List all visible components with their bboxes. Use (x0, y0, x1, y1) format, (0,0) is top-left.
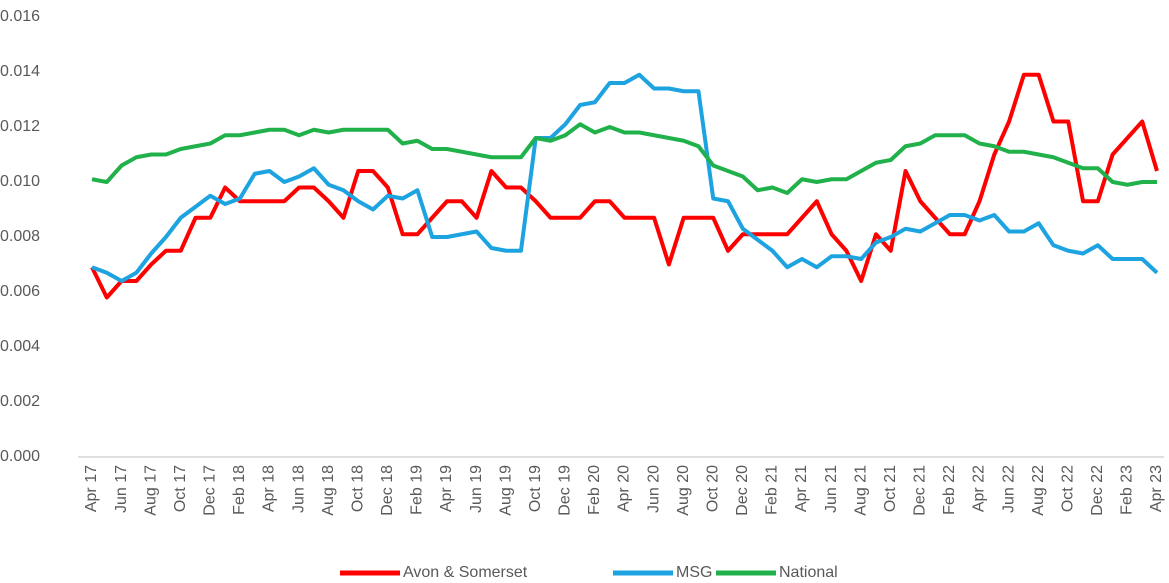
x-tick-label: Aug 22 (1030, 465, 1047, 516)
x-tick-label: Feb 20 (586, 465, 603, 515)
x-tick-label: Feb 19 (409, 465, 426, 515)
x-tick-label: Oct 19 (527, 465, 544, 512)
x-tick-label: Dec 20 (734, 465, 751, 516)
x-tick-label: Apr 17 (83, 465, 100, 512)
y-tick-label: 0.000 (0, 448, 40, 465)
series-line (91, 122, 1157, 195)
x-tick-label: Feb 21 (764, 465, 781, 515)
x-tick-label: Dec 21 (912, 465, 929, 516)
x-tick-label: Dec 22 (1089, 465, 1106, 516)
y-tick-label: 0.006 (0, 283, 40, 300)
x-tick-label: Aug 19 (497, 465, 514, 516)
x-tick-label: Oct 20 (704, 465, 721, 512)
y-tick-label: 0.010 (0, 173, 40, 190)
x-tick-label: Dec 19 (557, 465, 574, 516)
y-tick-label: 0.004 (0, 338, 40, 355)
x-tick-label: Apr 19 (438, 465, 455, 512)
x-tick-label: Jun 17 (113, 465, 130, 513)
series-line (90, 72, 1159, 300)
x-tick-label: Aug 17 (142, 465, 159, 516)
x-tick-label: Apr 21 (793, 465, 810, 512)
x-tick-label: Jun 21 (823, 465, 840, 513)
x-tick-label: Dec 17 (202, 465, 219, 516)
legend-label: Avon & Somerset (403, 564, 528, 581)
x-tick-label: Jun 20 (645, 465, 662, 513)
x-tick-label: Jun 22 (1000, 465, 1017, 513)
y-tick-label: 0.016 (0, 8, 40, 25)
x-tick-label: Aug 21 (852, 465, 869, 516)
x-tick-label: Feb 18 (231, 465, 248, 515)
x-tick-label: Apr 23 (1148, 465, 1165, 512)
y-tick-label: 0.012 (0, 118, 40, 135)
x-tick-label: Dec 18 (379, 465, 396, 516)
x-tick-label: Aug 20 (675, 465, 692, 516)
x-tick-label: Feb 23 (1119, 465, 1136, 515)
x-tick-label: Apr 20 (616, 465, 633, 512)
x-tick-label: Oct 18 (349, 465, 366, 512)
legend-label: MSG (676, 564, 712, 581)
x-tick-label: Feb 22 (941, 465, 958, 515)
x-tick-label: Oct 22 (1059, 465, 1076, 512)
x-tick-label: Apr 18 (261, 465, 278, 512)
x-tick-label: Jun 18 (290, 465, 307, 513)
x-tick-label: Oct 21 (882, 465, 899, 512)
x-tick-label: Oct 17 (172, 465, 189, 512)
y-tick-label: 0.008 (0, 228, 40, 245)
x-tick-label: Aug 18 (320, 465, 337, 516)
x-tick-label: Apr 22 (971, 465, 988, 512)
y-tick-label: 0.014 (0, 63, 40, 80)
x-tick-label: Jun 19 (468, 465, 485, 513)
legend-label: National (779, 564, 838, 581)
series-line (91, 72, 1159, 283)
y-tick-label: 0.002 (0, 393, 40, 410)
